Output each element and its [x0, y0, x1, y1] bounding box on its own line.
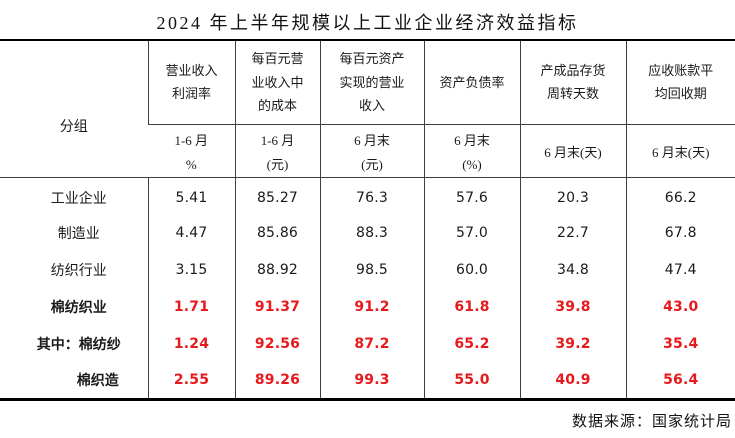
subheader-unit: (元): [266, 156, 289, 172]
subheader-period: 6 月末: [354, 132, 390, 148]
table-row-cotton-textile-industry: 棉纺织业 1.71 91.37 91.2 61.8 39.8 43.0: [0, 288, 735, 326]
column-header-group: 分组: [0, 40, 148, 178]
row-label: 纺织行业: [50, 263, 107, 279]
subheader-inventory-turnover-days: 6 月末(天): [519, 124, 626, 178]
cell-value: 1.71: [147, 288, 235, 326]
row-label: 棉纺织业: [50, 300, 107, 316]
cell-value: 67.8: [625, 214, 735, 252]
table-row-cotton-weaving: 棉织造 2.55 89.26 99.3 55.0 40.9 56.4: [0, 362, 735, 400]
cell-value: 92.56: [234, 325, 320, 363]
subheader-debt-ratio: 6 月末 (%): [423, 124, 520, 178]
subheader-period: 6 月末(天): [544, 144, 602, 160]
row-label: 棉织造: [76, 373, 119, 389]
cell-value: 91.37: [234, 288, 320, 326]
cell-value: 35.4: [625, 325, 735, 363]
subheader-row: 1-6 月 % 1-6 月 (元) 6 月末 (元) 6 月末 (%) 6 月末…: [0, 124, 735, 178]
cell-value: 60.0: [423, 251, 520, 289]
cell-value: 88.3: [319, 214, 424, 252]
cell-value: 87.2: [319, 325, 424, 363]
cell-value: 39.2: [519, 325, 626, 363]
row-label: 工业企业: [50, 191, 107, 207]
cell-value: 34.8: [519, 251, 626, 289]
row-label: 制造业: [57, 226, 100, 242]
cell-value: 4.47: [147, 214, 235, 252]
table-row-industrial-enterprises: 工业企业 5.41 85.27 76.3 57.6 20.3 66.2: [0, 177, 735, 215]
column-header-cost-per-100: 每百元营 业收入中 的成本: [234, 40, 320, 125]
indicators-table: 分组 营业收入 利润率 每百元营 业收入中 的成本 每百元资产 实现的营业 收入…: [0, 39, 735, 401]
table-row-manufacturing: 制造业 4.47 85.86 88.3 57.0 22.7 67.8: [0, 214, 735, 252]
subheader-period: 6 月末: [454, 132, 490, 148]
page-title: 2024 年上半年规模以上工业企业经济效益指标: [156, 13, 579, 33]
cell-value: 89.26: [234, 362, 320, 400]
cell-value: 66.2: [625, 177, 735, 215]
table-row-cotton-spinning: 其中：棉纺纱 1.24 92.56 87.2 65.2 39.2 35.4: [0, 325, 735, 363]
cell-value: 76.3: [319, 177, 424, 215]
cell-value: 5.41: [147, 177, 235, 215]
cell-value: 2.55: [147, 362, 235, 400]
subheader-cost-per-100: 1-6 月 (元): [234, 124, 320, 178]
cell-value: 3.15: [147, 251, 235, 289]
cell-value: 56.4: [625, 362, 735, 400]
column-header-profit-rate: 营业收入 利润率: [147, 40, 235, 125]
cell-value: 85.27: [234, 177, 320, 215]
cell-value: 91.2: [319, 288, 424, 326]
column-header-receivables-collection-period: 应收账款平 均回收期: [625, 40, 735, 125]
cell-value: 20.3: [519, 177, 626, 215]
cell-value: 98.5: [319, 251, 424, 289]
subheader-revenue-per-100-assets: 6 月末 (元): [319, 124, 424, 178]
subheader-receivables-collection-period: 6 月末(天): [625, 124, 735, 178]
subheader-unit: (元): [361, 156, 383, 172]
column-header-debt-ratio: 资产负债率: [423, 40, 520, 125]
cell-value: 39.8: [519, 288, 626, 326]
subheader-period: 6 月末(天): [652, 144, 710, 160]
data-source-note: 数据来源：国家统计局: [571, 414, 732, 430]
row-label: 其中：棉纺纱: [36, 337, 121, 353]
header-row: 分组 营业收入 利润率 每百元营 业收入中 的成本 每百元资产 实现的营业 收入…: [0, 40, 735, 178]
subheader-period: 1-6 月: [174, 132, 209, 148]
cell-value: 61.8: [423, 288, 520, 326]
subheader-profit-rate: 1-6 月 %: [148, 124, 235, 178]
cell-value: 85.86: [234, 214, 320, 252]
subheader-unit: %: [185, 156, 197, 172]
cell-value: 40.9: [519, 362, 626, 400]
cell-value: 55.0: [423, 362, 520, 400]
cell-value: 57.6: [423, 177, 520, 215]
cell-value: 65.2: [423, 325, 520, 363]
cell-value: 1.24: [147, 325, 235, 363]
cell-value: 47.4: [625, 251, 735, 289]
table-row-textile-industry: 纺织行业 3.15 88.92 98.5 60.0 34.8 47.4: [0, 251, 735, 289]
subheader-period: 1-6 月: [260, 132, 295, 148]
column-header-revenue-per-100-assets: 每百元资产 实现的营业 收入: [319, 40, 424, 125]
cell-value: 43.0: [625, 288, 735, 326]
cell-value: 99.3: [319, 362, 424, 400]
column-header-inventory-turnover-days: 产成品存货 周转天数: [519, 40, 626, 125]
cell-value: 88.92: [234, 251, 320, 289]
subheader-unit: (%): [462, 156, 482, 172]
cell-value: 57.0: [423, 214, 520, 252]
cell-value: 22.7: [519, 214, 626, 252]
